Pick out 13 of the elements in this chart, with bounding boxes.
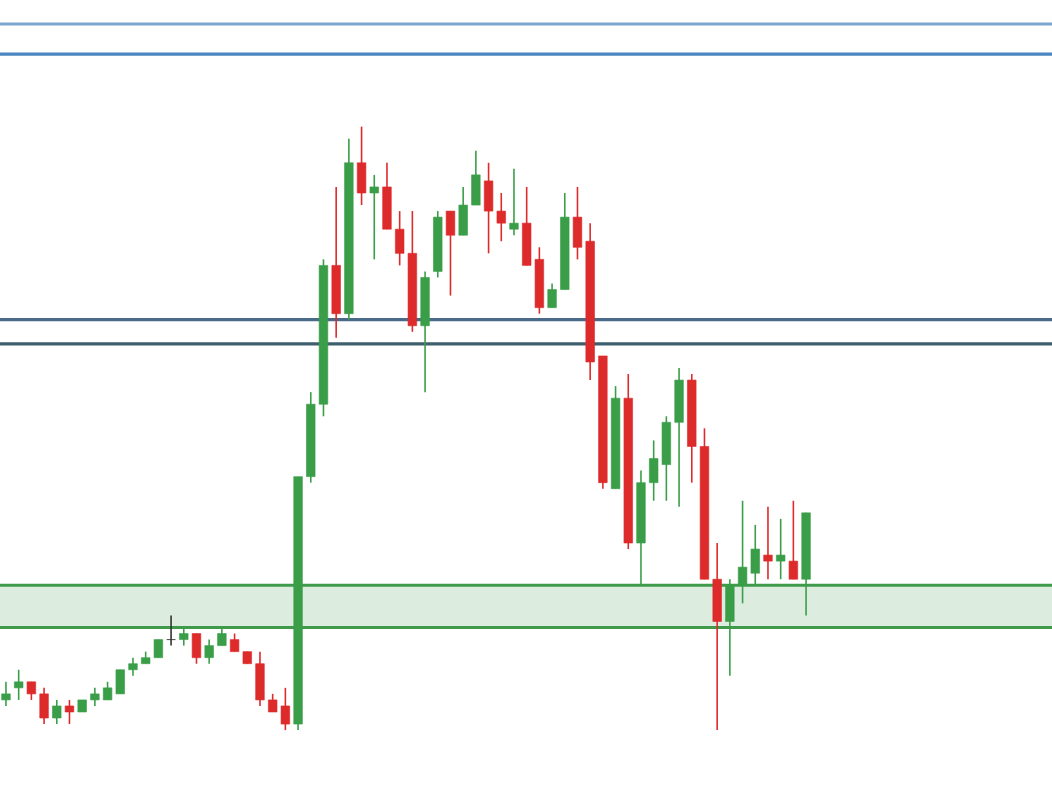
- candlestick: [509, 168, 519, 237]
- candlestick: [52, 699, 62, 725]
- candlestick: [776, 518, 786, 581]
- candlestick: [445, 210, 456, 297]
- candlestick: [64, 699, 75, 725]
- candlestick: [369, 174, 379, 261]
- candlestick: [191, 632, 202, 665]
- candlestick: [1, 681, 11, 707]
- candlestick: [763, 506, 773, 581]
- candlestick: [166, 614, 176, 647]
- candlestick: [356, 125, 367, 206]
- candlestick: [788, 499, 798, 581]
- candlestick: [14, 668, 24, 701]
